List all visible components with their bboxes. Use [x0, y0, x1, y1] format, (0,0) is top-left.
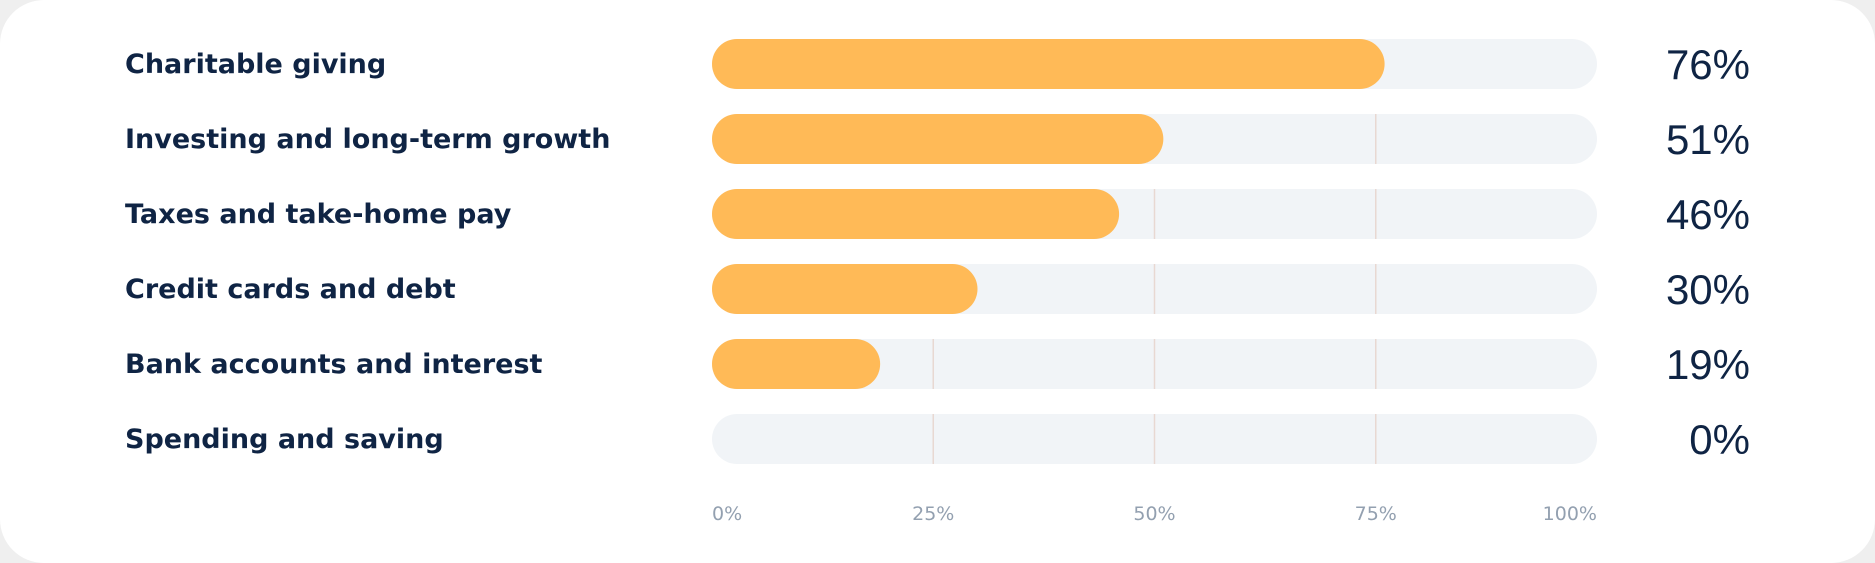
category-label-taxes-and-take-home-pay: Taxes and take-home pay — [125, 199, 512, 230]
bar-credit-cards-and-debt — [712, 264, 978, 314]
value-label-investing-and-long-term-growth: 51% — [1666, 116, 1750, 163]
bar-bank-accounts-and-interest — [712, 339, 881, 389]
x-tick-label-0: 0% — [712, 503, 742, 525]
value-label-bank-accounts-and-interest: 19% — [1666, 341, 1750, 388]
category-label-credit-cards-and-debt: Credit cards and debt — [125, 274, 456, 305]
value-label-charitable-giving: 76% — [1666, 41, 1750, 88]
category-label-investing-and-long-term-growth: Investing and long-term growth — [125, 124, 610, 155]
bar-taxes-and-take-home-pay — [712, 189, 1120, 239]
x-tick-label-75: 75% — [1355, 503, 1397, 525]
value-label-taxes-and-take-home-pay: 46% — [1666, 191, 1750, 238]
value-label-credit-cards-and-debt: 30% — [1666, 266, 1750, 313]
x-tick-label-50: 50% — [1133, 503, 1175, 525]
x-tick-label-100: 100% — [1543, 503, 1597, 525]
bar-investing-and-long-term-growth — [712, 114, 1164, 164]
x-tick-label-25: 25% — [912, 503, 954, 525]
category-label-charitable-giving: Charitable giving — [125, 49, 386, 80]
category-label-spending-and-saving: Spending and saving — [125, 424, 444, 455]
value-label-spending-and-saving: 0% — [1689, 416, 1750, 463]
category-label-bank-accounts-and-interest: Bank accounts and interest — [125, 349, 543, 380]
bar-charitable-giving — [712, 39, 1385, 89]
